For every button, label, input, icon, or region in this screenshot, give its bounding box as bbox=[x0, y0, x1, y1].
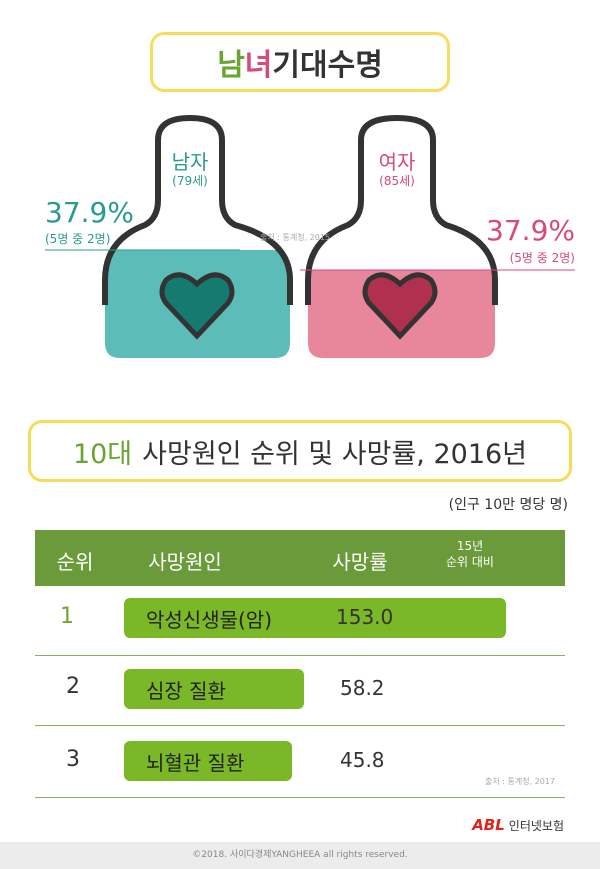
female-outline bbox=[305, 114, 498, 305]
female-percent: 37.9% bbox=[486, 214, 575, 247]
cause-pill: 심장 질환 bbox=[124, 669, 304, 709]
female-label: 여자 bbox=[378, 150, 416, 174]
row-divider bbox=[35, 797, 565, 798]
male-outline bbox=[102, 114, 293, 305]
cause: 뇌혈관 질환 bbox=[146, 750, 245, 775]
unit: (인구 10만 명당 명) bbox=[448, 497, 568, 513]
rate: 58.2 bbox=[340, 676, 385, 700]
female-heart bbox=[362, 272, 438, 340]
cause-pill: 악성신생물(암) bbox=[124, 598, 506, 638]
rate: 45.8 bbox=[340, 748, 385, 772]
male-label: 남자 bbox=[171, 150, 209, 174]
figures bbox=[45, 114, 575, 358]
logo-brand: ABL bbox=[472, 816, 505, 834]
cause-pill: 뇌혈관 질환 bbox=[124, 741, 292, 781]
cause: 심장 질환 bbox=[146, 678, 226, 703]
male-age: (79세) bbox=[172, 174, 208, 188]
logo-service: 인터넷보험 bbox=[508, 818, 564, 833]
rank: 2 bbox=[66, 674, 80, 699]
rank: 1 bbox=[60, 604, 74, 629]
title-box: 남 녀 기대수명 bbox=[150, 32, 450, 92]
table-header bbox=[35, 530, 565, 586]
male-heart bbox=[159, 272, 235, 340]
title-male: 남 bbox=[217, 48, 245, 83]
title-rest: 기대수명 bbox=[272, 48, 383, 83]
header-cell: 15년 순위 대비 bbox=[446, 539, 494, 569]
header-cell: 사망원인 bbox=[148, 550, 222, 574]
row-divider bbox=[35, 655, 565, 656]
cause: 악성신생물(암) bbox=[146, 607, 273, 632]
row-divider bbox=[35, 725, 565, 726]
title-female: 녀 bbox=[244, 48, 273, 83]
logo: ABL 인터넷보험 bbox=[472, 816, 564, 834]
section-title: 사망원인 순위 및 사망률, 2016년 bbox=[142, 438, 528, 470]
male-percent: 37.9% bbox=[45, 196, 134, 229]
section-title-highlight: 10대 bbox=[72, 438, 133, 470]
rank: 3 bbox=[66, 747, 80, 772]
female-ratio: (5명 중 2명) bbox=[509, 251, 575, 265]
female-age: (85세) bbox=[379, 174, 415, 188]
source: 출처 : 통계청, 2017 bbox=[485, 777, 556, 786]
male-ratio: (5명 중 2명) bbox=[45, 232, 111, 246]
source: 출처 : 통계청, 2015 bbox=[260, 233, 331, 242]
rate: 153.0 bbox=[336, 605, 394, 629]
footer: ©2018. 사이다경제YANGHEEA all rights reserved… bbox=[0, 842, 600, 869]
header-cell: 순위 bbox=[56, 550, 94, 574]
section-title-box: 10대 사망원인 순위 및 사망률, 2016년 bbox=[28, 420, 572, 482]
header-cell: 사망률 bbox=[332, 550, 388, 574]
